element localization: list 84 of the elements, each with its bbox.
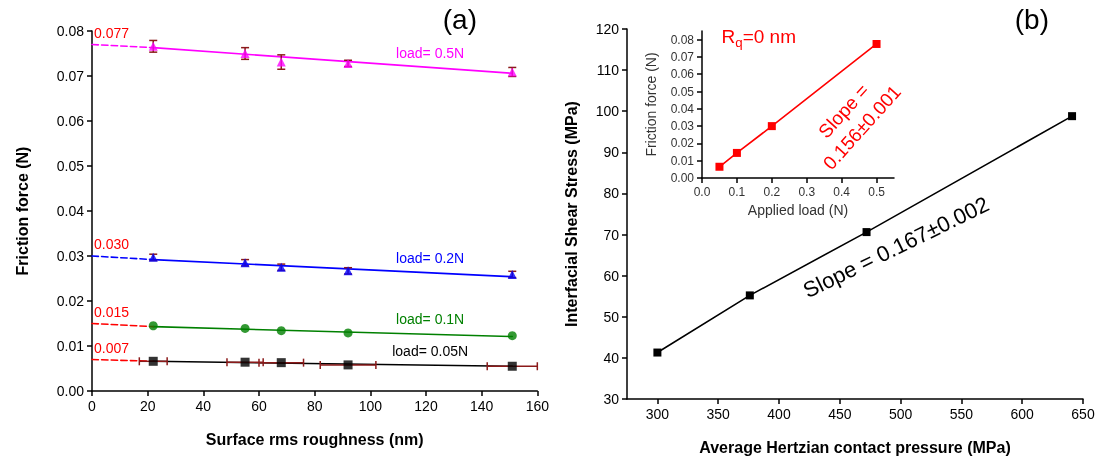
chart-title: (a) — [442, 3, 478, 35]
y-tick-label: 40 — [603, 349, 620, 366]
point — [240, 323, 250, 333]
x-tick-label: 0.1 — [728, 185, 746, 199]
y-tick-label: 0.01 — [670, 153, 695, 168]
text: load= 0.2N — [396, 249, 465, 266]
y-tick-label: 60 — [603, 267, 620, 284]
data-label: 0.077 — [94, 24, 130, 41]
point — [862, 228, 871, 237]
x-tick-label: 120 — [414, 398, 438, 414]
point — [343, 328, 353, 338]
point — [276, 358, 286, 368]
y-tick-label: 0.02 — [56, 293, 85, 309]
point — [148, 321, 158, 331]
x-tick-label: 60 — [251, 398, 267, 414]
chart-title: (b) — [1014, 3, 1050, 35]
x-tick-label: 0.0 — [693, 185, 711, 199]
y-tick-label: 0.07 — [56, 68, 85, 84]
y-tick-label: 30 — [603, 391, 620, 407]
x-tick-label: 550 — [949, 406, 974, 422]
point — [148, 356, 158, 366]
y-tick-label: 120 — [595, 21, 620, 37]
y-tick-label: 0.05 — [56, 158, 85, 174]
y-tick-label: 0.03 — [56, 248, 85, 264]
text: load= 0.1N — [396, 311, 465, 328]
y-tick-label: 0.06 — [670, 67, 695, 82]
x-tick-label: 500 — [888, 406, 913, 422]
y-tick-label: 0.06 — [56, 113, 85, 129]
y-tick-label: 110 — [596, 62, 620, 79]
y-axis-title: Interfacial Shear Stress (MPa) — [562, 101, 580, 327]
point — [715, 162, 724, 171]
point — [240, 357, 250, 367]
y-tick-label: 0.08 — [670, 32, 695, 47]
y-tick-label: 0.01 — [56, 338, 85, 354]
y-tick-label: 70 — [603, 226, 620, 243]
x-tick-label: 600 — [1010, 406, 1035, 422]
y-tick-label: 0.02 — [670, 136, 695, 151]
point — [653, 348, 662, 357]
y-axis-title: Friction force (N) — [13, 146, 31, 276]
point — [745, 291, 754, 300]
data-label: 0.007 — [94, 339, 130, 356]
x-tick-label: 300 — [645, 406, 670, 422]
y-tick-label: 0.00 — [670, 171, 695, 185]
y-tick-label: 100 — [595, 103, 620, 120]
y-tick-label: 90 — [603, 144, 620, 161]
x-tick-label: 650 — [1071, 406, 1095, 422]
point — [767, 122, 776, 131]
x-tick-label: 0 — [88, 398, 97, 414]
y-tick-label: 50 — [603, 308, 620, 325]
x-tick-label: 0.5 — [868, 185, 886, 199]
x-axis-title: Surface rms roughness (nm) — [205, 430, 424, 448]
x-tick-label: 40 — [195, 398, 212, 414]
x-tick-label: 350 — [706, 406, 731, 422]
x-tick-label: 400 — [767, 406, 791, 422]
text: load= 0.5N — [396, 44, 465, 61]
data-label: 0.030 — [94, 236, 130, 252]
y-tick-label: 0.00 — [56, 383, 85, 399]
y-tick-label: 0.04 — [56, 203, 85, 219]
x-tick-label: 0.2 — [763, 185, 781, 199]
x-axis-title: Average Hertzian contact pressure (MPa) — [699, 438, 1011, 456]
x-tick-label: 20 — [139, 398, 156, 414]
point — [1068, 112, 1077, 121]
y-tick-label: 0.07 — [670, 49, 695, 64]
y-axis-title: Friction force (N) — [643, 52, 659, 157]
y-tick-label: 0.08 — [56, 23, 85, 39]
text: load= 0.05N — [392, 342, 469, 359]
x-tick-label: 100 — [358, 398, 383, 414]
x-axis-title: Applied load (N) — [747, 201, 849, 218]
point — [343, 360, 353, 370]
y-tick-label: 0.04 — [670, 101, 695, 116]
point — [732, 148, 741, 157]
point — [276, 326, 286, 336]
point — [872, 39, 881, 48]
y-tick-label: 0.03 — [670, 119, 695, 134]
x-tick-label: 160 — [525, 398, 550, 414]
y-tick-label: 0.05 — [670, 84, 695, 99]
point — [507, 361, 517, 371]
data-label: 0.015 — [94, 303, 130, 320]
point — [507, 331, 517, 341]
x-tick-label: 0.3 — [798, 185, 816, 199]
x-tick-label: 450 — [828, 406, 852, 422]
x-tick-label: 0.4 — [833, 185, 851, 199]
x-tick-label: 140 — [469, 398, 494, 414]
x-tick-label: 80 — [306, 398, 323, 414]
